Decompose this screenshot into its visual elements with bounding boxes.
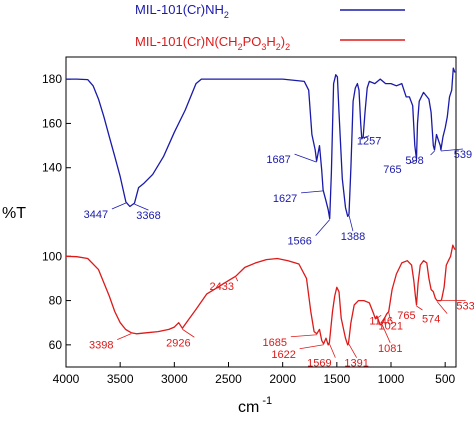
peak-label: 3368 (136, 210, 160, 222)
annotation-leader (430, 150, 435, 156)
peak-label: 1566 (287, 236, 311, 248)
peak-label: 1388 (341, 231, 365, 243)
annotation-leader (328, 343, 336, 358)
y-tick-label: 140 (42, 161, 62, 175)
y-axis-title: %T (2, 205, 26, 222)
x-tick-label: 1500 (323, 372, 350, 386)
annotation-leader (374, 314, 382, 320)
legend: MIL-101(Cr)NH2 MIL-101(Cr)N(CH2PO3H2)2 (135, 2, 405, 52)
peak-label: 1257 (357, 136, 381, 148)
x-tick-label: 4000 (53, 372, 80, 386)
peak-label: 1627 (273, 193, 297, 205)
annotation-layer: 3447 3368 1687 1627 1566 1388 1257 765 598 539 339… (84, 135, 474, 370)
peak-label: 2433 (210, 281, 234, 293)
legend-label-nh2: MIL-101(Cr)NH2 (135, 2, 229, 20)
y-axis: 60 80 100 140 160 180 (42, 72, 71, 352)
peak-label: 1569 (307, 358, 331, 370)
peak-label: 765 (383, 164, 401, 176)
peak-label: 1021 (378, 321, 402, 333)
x-tick-label: 3500 (107, 372, 134, 386)
legend-label-phosphonate: MIL-101(Cr)N(CH2PO3H2)2 (135, 34, 290, 52)
annotation-leader (348, 343, 357, 358)
peak-label: 1146 (369, 315, 393, 327)
annotation-leader (381, 324, 391, 343)
y-tick-label: 100 (42, 249, 62, 263)
peak-label: 533 (456, 300, 474, 312)
annotation-leader (299, 344, 324, 350)
x-tick-label: 2000 (269, 372, 296, 386)
annotation-leader (440, 148, 463, 152)
y-tick-label: 160 (42, 116, 62, 130)
plot-frame (65, 56, 457, 368)
y-tick-label: 80 (49, 294, 63, 308)
peak-label: 598 (405, 155, 423, 167)
peak-label: 1685 (263, 337, 287, 349)
annotation-leader (436, 301, 448, 314)
annotation-leader (301, 190, 324, 194)
annotation-leader (315, 219, 330, 236)
peak-label: 3398 (89, 340, 113, 352)
annotation-leader (111, 202, 127, 210)
x-tick-label: 2500 (215, 372, 242, 386)
peak-label: 2926 (166, 337, 190, 349)
annotation-leader (134, 203, 149, 211)
x-tick-label: 500 (435, 372, 455, 386)
annotation-leader (182, 328, 195, 338)
annotation-leader (388, 312, 392, 321)
x-tick-label: 3000 (161, 372, 188, 386)
annotation-leader (348, 215, 354, 232)
annotation-leader (294, 153, 317, 163)
peak-label: 539 (454, 149, 472, 161)
legend-entry-phosphonate: MIL-101(Cr)N(CH2PO3H2)2 (135, 34, 405, 52)
annotation-leader (408, 159, 417, 165)
legend-entry-nh2: MIL-101(Cr)NH2 (135, 2, 405, 20)
peak-label: 574 (422, 314, 440, 326)
peak-label: 1622 (271, 349, 295, 361)
peak-label: 1391 (344, 358, 368, 370)
y-tick-label: 180 (42, 72, 62, 86)
annotation-leader (290, 334, 317, 338)
annotation-leader (363, 135, 370, 139)
peak-label: 1081 (378, 343, 402, 355)
y-tick-label: 60 (49, 338, 63, 352)
x-axis-title: cm -1 (238, 395, 272, 416)
series-line-nh2 (66, 67, 456, 220)
annotation-leader (235, 277, 239, 282)
series-line-phosphonate (65, 244, 456, 346)
x-axis: 4000 3500 3000 2500 2000 1500 1000 500 (53, 362, 455, 386)
series-layer (65, 67, 456, 346)
peak-label: 765 (397, 310, 415, 322)
x-tick-label: 1000 (378, 372, 405, 386)
peak-label: 3447 (84, 209, 108, 221)
annotation-leader (416, 305, 423, 311)
peak-label: 1687 (266, 154, 290, 166)
annotation-leader (117, 333, 132, 341)
